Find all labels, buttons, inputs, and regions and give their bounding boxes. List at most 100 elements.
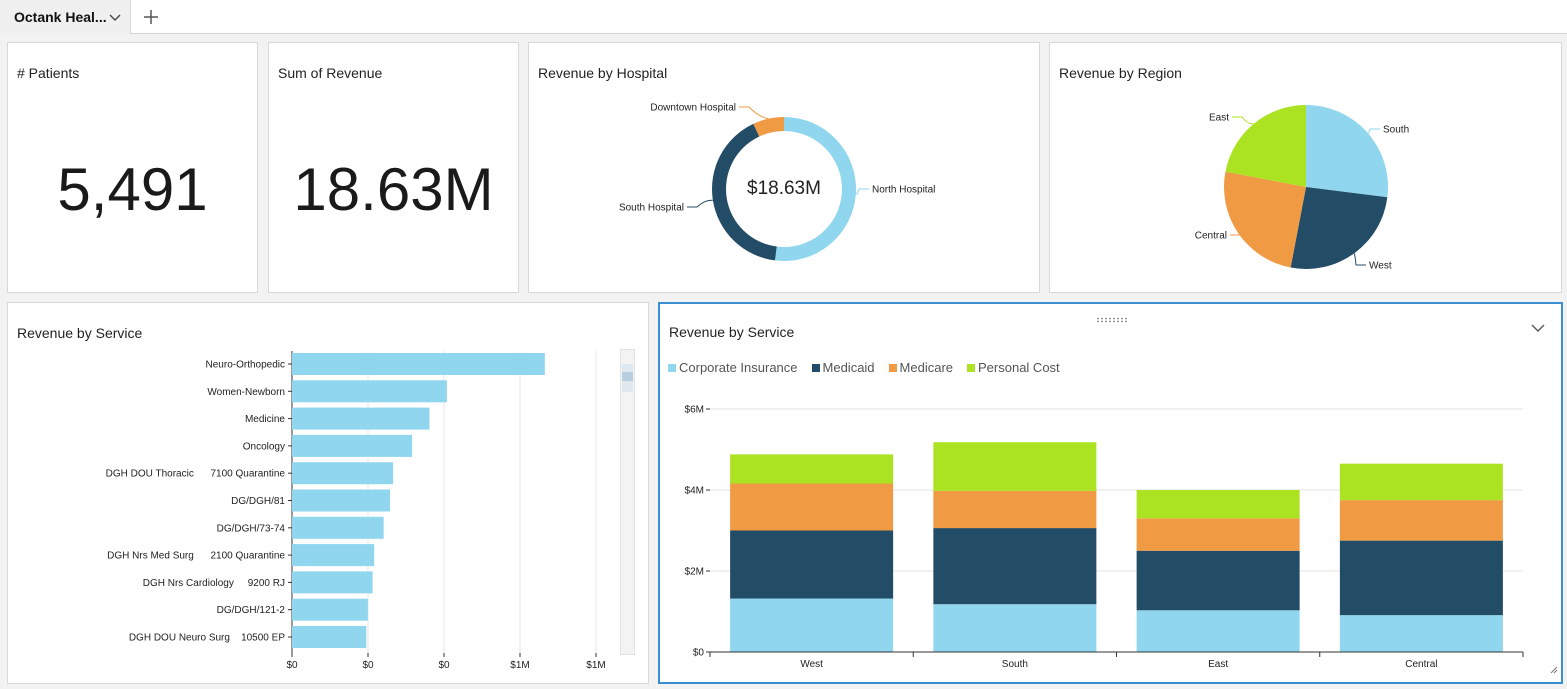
slice-leader-line <box>739 106 769 120</box>
stacked-bar-segment[interactable] <box>1339 463 1503 501</box>
revenue-kpi-panel[interactable]: Sum of Revenue 18.63M <box>268 42 519 293</box>
slice-central[interactable] <box>1224 171 1306 268</box>
category-label: Neuro-Orthopedic <box>206 360 285 371</box>
slice-label: Central <box>1195 231 1227 242</box>
slice-label: West <box>1369 261 1392 272</box>
stacked-bar-segment[interactable] <box>933 604 1097 652</box>
stacked-bar-segment[interactable] <box>730 530 894 599</box>
service-bar[interactable] <box>292 380 447 403</box>
y-tick-label: $2M <box>685 567 704 578</box>
donut-center-label: $18.63M <box>747 178 821 199</box>
slice-label: South Hospital <box>619 203 684 214</box>
sheet-tab[interactable]: Octank Heal... <box>0 0 131 34</box>
slice-label: South <box>1383 125 1409 136</box>
stacked-bar-segment[interactable] <box>933 490 1097 529</box>
slice-south[interactable] <box>1306 105 1388 198</box>
slice-east[interactable] <box>1225 105 1306 187</box>
legend-swatch <box>668 364 676 372</box>
service-bar[interactable] <box>292 489 390 512</box>
panel-title: Revenue by Service <box>17 325 143 341</box>
chevron-down-icon[interactable] <box>108 10 122 27</box>
drag-handle-icon[interactable] <box>1096 310 1128 323</box>
panel-title: Revenue by Region <box>1059 65 1182 81</box>
panel-title: Sum of Revenue <box>278 65 383 81</box>
x-category-label: East <box>1208 659 1228 670</box>
donut-chart: North Hospital South Hospital Downtown Hos… <box>619 103 935 261</box>
service-bar[interactable] <box>292 353 545 375</box>
x-category-label: South <box>1002 659 1028 670</box>
slice-label: Downtown Hospital <box>650 103 736 114</box>
legend-label: Personal Cost <box>978 360 1060 375</box>
stacked-bar-segment[interactable] <box>730 454 894 484</box>
revenue-by-region-panel[interactable]: Revenue by Region South West Central East <box>1049 42 1562 293</box>
slice-label: North Hospital <box>872 185 935 196</box>
category-label: DGH DOU Thoracic 7100 Quarantine <box>106 469 286 480</box>
service-bar[interactable] <box>292 626 367 648</box>
category-label: Medicine <box>245 414 285 425</box>
slice-south-hospital[interactable] <box>712 123 777 261</box>
resize-handle-icon[interactable] <box>1548 661 1558 679</box>
slice-west[interactable] <box>1290 187 1388 269</box>
patients-kpi-panel[interactable]: # Patients 5,491 <box>7 42 258 293</box>
y-tick-label: $0 <box>693 648 705 659</box>
slice-leader-line <box>855 188 869 195</box>
slice-north-hospital[interactable] <box>774 117 856 261</box>
kpi-value: 5,491 <box>57 156 208 223</box>
category-label: DGH DOU Neuro Surg 10500 EP <box>129 633 286 644</box>
stacked-bar-chart: $0 $2M $4M $6M West South East Central <box>685 405 1524 670</box>
plus-icon[interactable] <box>140 6 162 28</box>
slice-downtown-hospital[interactable] <box>753 117 784 137</box>
stacked-bar-segment[interactable] <box>1136 518 1300 551</box>
revenue-by-hospital-panel[interactable]: Revenue by Hospital North Hospital South … <box>528 42 1040 293</box>
panel-title: Revenue by Service <box>669 324 795 340</box>
stacked-bar-segment[interactable] <box>1136 610 1300 652</box>
slice-leader-line <box>1367 128 1380 134</box>
chart-legend: Corporate Insurance Medicaid Medicare Perso… <box>668 360 1060 375</box>
x-category-label: Central <box>1405 659 1437 670</box>
legend-swatch <box>811 364 820 372</box>
scrollbar-thumb[interactable] <box>622 364 633 392</box>
horizontal-bar-chart: Neuro-Orthopedic Women-Newborn Medicine Onc… <box>106 351 606 671</box>
stacked-bar-segment[interactable] <box>1339 615 1503 652</box>
service-bar[interactable] <box>292 462 394 485</box>
stacked-bar-segment[interactable] <box>933 442 1097 491</box>
category-label: Oncology <box>243 441 285 452</box>
slice-leader-line <box>1232 116 1254 125</box>
chart-scrollbar[interactable] <box>620 349 635 655</box>
stacked-bar-segment[interactable] <box>1339 540 1503 616</box>
legend-item[interactable]: Personal Cost <box>967 360 1060 375</box>
stacked-bar-segment[interactable] <box>1136 490 1300 519</box>
x-category-label: West <box>800 659 823 670</box>
legend-label: Corporate Insurance <box>679 360 798 375</box>
stacked-bar-segment[interactable] <box>730 598 894 652</box>
stacked-bar-segment[interactable] <box>730 483 894 531</box>
slice-leader-line <box>687 199 713 208</box>
legend-swatch <box>888 364 897 372</box>
service-bar[interactable] <box>292 544 375 567</box>
slice-leader-line <box>1230 231 1241 236</box>
pie-chart: South West Central East <box>1195 105 1409 272</box>
slice-leader-line <box>1353 253 1366 266</box>
stacked-bar-segment[interactable] <box>1136 550 1300 611</box>
stacked-bar-segment[interactable] <box>1339 500 1503 541</box>
kpi-value: 18.63M <box>293 156 494 223</box>
legend-item[interactable]: Medicare <box>888 360 954 375</box>
panel-title: Revenue by Hospital <box>538 65 668 81</box>
revenue-by-service-bar-panel[interactable]: Revenue by Service Neuro-Orthopedic Women… <box>7 302 649 684</box>
service-bar[interactable] <box>292 516 384 539</box>
service-bar[interactable] <box>292 571 373 594</box>
service-bar[interactable] <box>292 434 413 457</box>
legend-label: Medicare <box>899 360 954 375</box>
y-tick-label: $6M <box>685 405 704 416</box>
service-bar[interactable] <box>292 598 368 621</box>
category-label: DG/DGH/81 <box>231 496 285 507</box>
service-bar[interactable] <box>292 407 430 430</box>
revenue-by-service-stacked-panel[interactable]: Revenue by Service Corporate Insurance Me… <box>658 302 1563 684</box>
x-tick-label: $1M <box>586 660 605 671</box>
category-label: DG/DGH/121-2 <box>217 605 286 616</box>
chevron-down-icon[interactable] <box>1531 320 1545 338</box>
slice-label: East <box>1209 113 1229 124</box>
stacked-bar-segment[interactable] <box>933 528 1097 605</box>
legend-item[interactable]: Medicaid <box>811 360 875 375</box>
legend-item[interactable]: Corporate Insurance <box>668 360 798 375</box>
